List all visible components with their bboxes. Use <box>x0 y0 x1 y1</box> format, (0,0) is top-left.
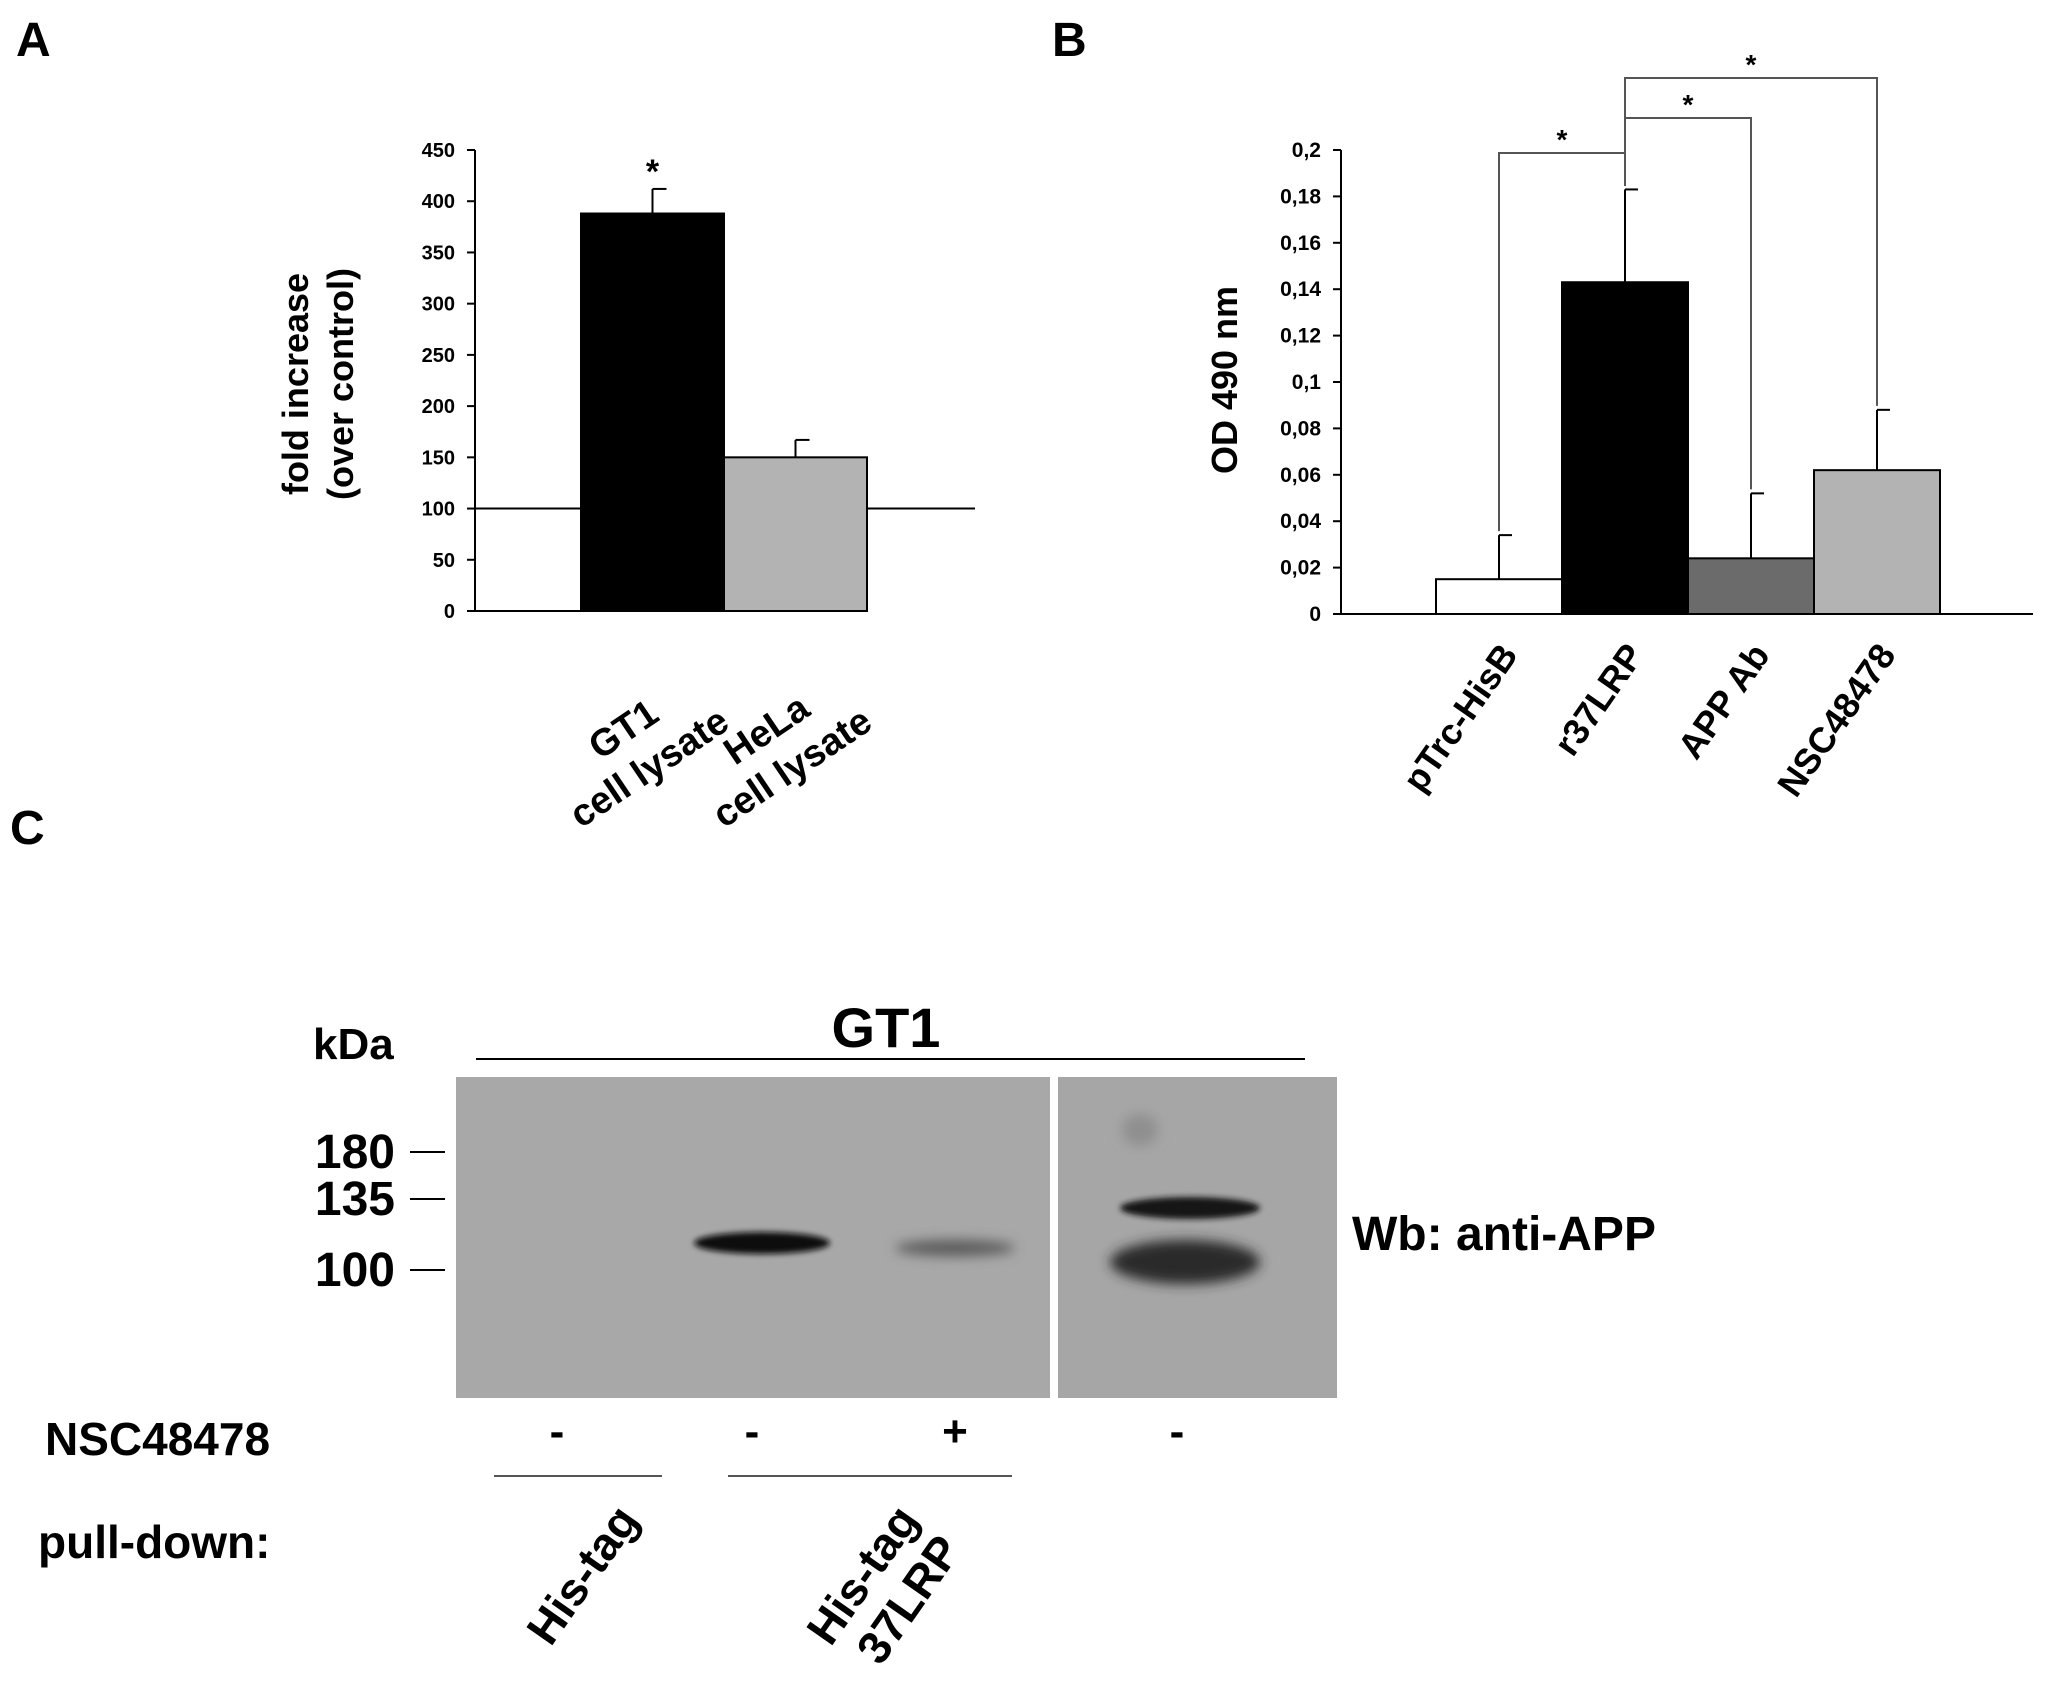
blot-kda-label: kDa <box>313 1020 394 1069</box>
blot-marker-label: 135 <box>315 1173 395 1226</box>
b-y-tick-label: 0,06 <box>1280 464 1321 487</box>
b-bar <box>1435 578 1563 616</box>
b-significance-marker: * <box>1683 89 1694 120</box>
blot-marker-label: 100 <box>315 1244 395 1297</box>
b-y-tick-label: 0,16 <box>1280 232 1321 255</box>
blot-antibody-label: Wb: anti-APP <box>1352 1208 1656 1261</box>
a-y-axis: 0 50 100 150 200 250 300 350 400 450 <box>422 140 975 623</box>
blot-band-lane4-lower <box>1110 1240 1260 1284</box>
b-significance-bracket <box>1498 152 1626 532</box>
a-y-tick-label: 150 <box>422 447 455 469</box>
b-bar <box>1687 557 1815 616</box>
b-bar <box>1813 469 1941 615</box>
b-significance-marker: * <box>1557 124 1568 155</box>
pulldown-group-label-line: His-tag <box>516 1496 648 1654</box>
a-y-tick-label: 300 <box>422 294 455 316</box>
b-x-tick-label: pTrc-HisB <box>1394 636 1525 799</box>
b-bars <box>1435 188 1941 616</box>
a-y-axis-title-line2: (over control) <box>320 268 361 500</box>
b-y-tick-label: 0,2 <box>1292 139 1321 162</box>
blot-marker-label: 180 <box>315 1126 395 1179</box>
blot-membrane <box>456 1077 1337 1398</box>
treatment-sign: - <box>1170 1407 1185 1456</box>
blot-band-lane4-upper <box>1120 1197 1260 1219</box>
b-bar <box>1561 281 1689 615</box>
a-y-tick-label: 0 <box>444 601 455 623</box>
b-y-tick-label: 0,14 <box>1280 278 1321 301</box>
b-significance-bracket <box>1624 77 1878 406</box>
blot-band-lane3 <box>895 1240 1015 1256</box>
blot-band-lane2 <box>694 1232 830 1254</box>
b-y-tick-label: 0,18 <box>1280 185 1321 208</box>
a-bar <box>580 212 725 612</box>
b-significance-brackets: * * * <box>1498 49 1878 532</box>
panel-label-b: B <box>1052 14 1087 67</box>
blot-group-label: GT1 <box>832 996 941 1059</box>
b-y-tick-label: 0,1 <box>1292 371 1322 394</box>
pulldown-group-label: His-tag <box>516 1496 648 1654</box>
b-y-tick-label: 0,12 <box>1280 325 1321 348</box>
a-y-tick-label: 50 <box>433 550 455 572</box>
treatment-sign: - <box>550 1407 565 1456</box>
treatment-label: NSC48478 <box>45 1413 270 1465</box>
b-significance-marker: * <box>1746 49 1757 80</box>
b-x-tick-label: r37LRP <box>1546 636 1652 763</box>
b-significance-bracket <box>1624 117 1752 490</box>
a-significance-marker: * <box>646 153 660 191</box>
a-y-tick-label: 350 <box>422 242 455 264</box>
a-bar <box>723 456 868 613</box>
b-x-tick-label: NSC48478 <box>1769 636 1904 804</box>
pulldown-label: pull-down: <box>38 1516 270 1568</box>
a-y-tick-label: 100 <box>422 499 455 521</box>
treatment-signs: - - + - <box>550 1407 1185 1456</box>
a-y-tick-label: 250 <box>422 345 455 367</box>
b-y-axis-title: OD 490 nm <box>1204 286 1245 474</box>
b-y-tick-label: 0,04 <box>1280 510 1321 533</box>
b-y-tick-label: 0 <box>1309 603 1321 626</box>
panel-label-c: C <box>10 802 45 855</box>
a-y-tick-label: 450 <box>422 140 455 162</box>
b-x-tick-label: APP Ab <box>1669 636 1777 766</box>
a-y-tick-label: 200 <box>422 396 455 418</box>
a-y-axis-title-line1: fold increase <box>275 273 316 495</box>
a-y-tick-label: 400 <box>422 191 455 213</box>
b-y-tick-label: 0,08 <box>1280 417 1321 440</box>
chart-b: 00,020,040,060,080,10,120,140,160,180,2 … <box>1204 49 2033 804</box>
b-y-tick-label: 0,02 <box>1280 557 1321 580</box>
panel-label-a: A <box>16 14 51 67</box>
treatment-sign: + <box>942 1407 968 1456</box>
treatment-sign: - <box>745 1407 760 1456</box>
a-bars: * <box>580 153 868 613</box>
